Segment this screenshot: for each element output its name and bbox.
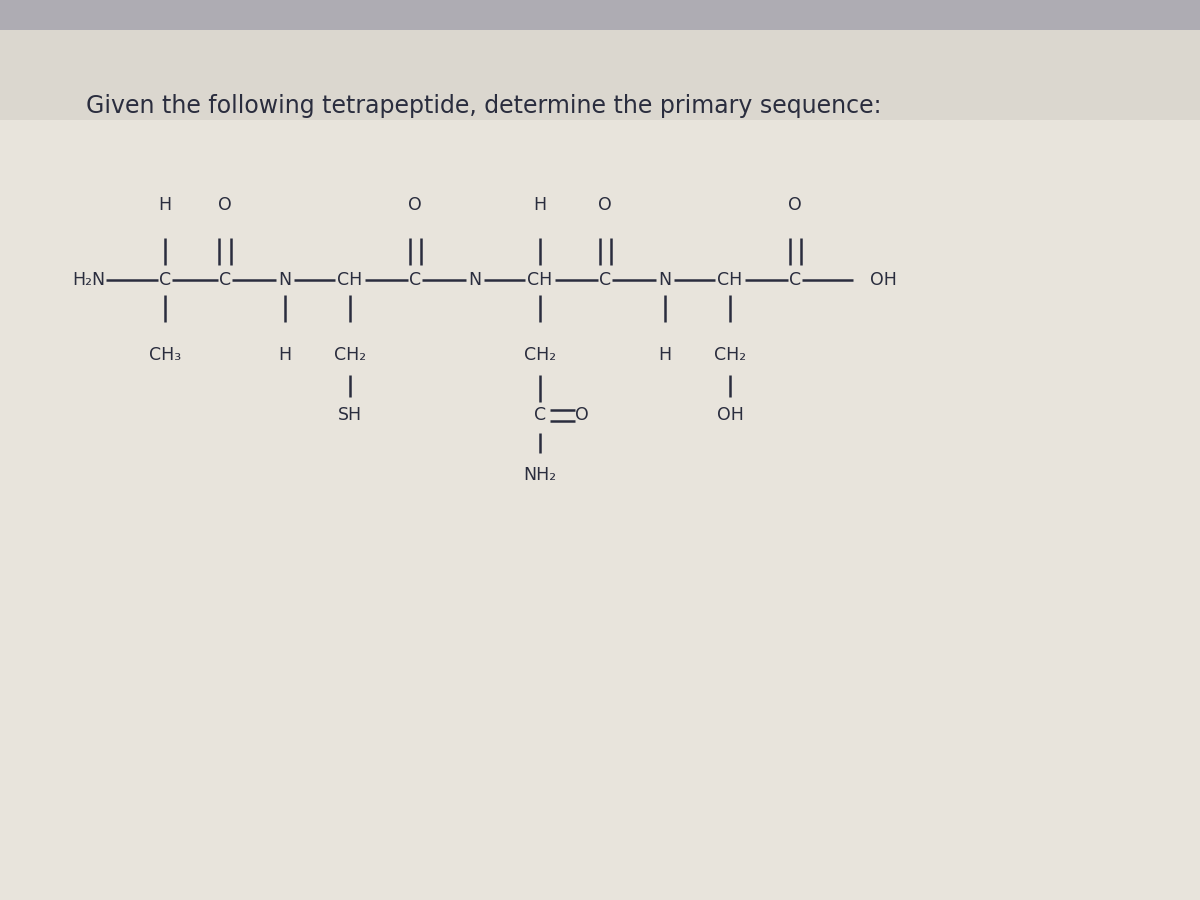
- Text: C: C: [158, 271, 172, 289]
- Text: N: N: [468, 271, 481, 289]
- Text: CH: CH: [718, 271, 743, 289]
- Text: O: O: [218, 196, 232, 214]
- Text: CH₂: CH₂: [334, 346, 366, 364]
- Text: Given the following tetrapeptide, determine the primary sequence:: Given the following tetrapeptide, determ…: [86, 94, 882, 119]
- Text: C: C: [409, 271, 421, 289]
- Text: SH: SH: [338, 406, 362, 424]
- Text: C: C: [534, 406, 546, 424]
- Text: H: H: [534, 196, 546, 214]
- Text: C: C: [599, 271, 611, 289]
- Text: OH: OH: [716, 406, 744, 424]
- Text: N: N: [278, 271, 292, 289]
- Text: C: C: [218, 271, 232, 289]
- Text: H: H: [278, 346, 292, 364]
- Text: CH₃: CH₃: [149, 346, 181, 364]
- Text: CH₂: CH₂: [714, 346, 746, 364]
- Text: O: O: [408, 196, 422, 214]
- Text: CH₂: CH₂: [524, 346, 556, 364]
- Bar: [0, 0, 1200, 30]
- Text: O: O: [598, 196, 612, 214]
- Text: CH: CH: [527, 271, 553, 289]
- Text: C: C: [788, 271, 802, 289]
- Text: OH: OH: [870, 271, 896, 289]
- Text: H: H: [158, 196, 172, 214]
- Text: H: H: [659, 346, 672, 364]
- Text: N: N: [659, 271, 672, 289]
- Text: CH: CH: [337, 271, 362, 289]
- Text: O: O: [575, 406, 589, 424]
- Bar: [0, 30, 1200, 120]
- Text: H₂N: H₂N: [72, 271, 106, 289]
- Text: O: O: [788, 196, 802, 214]
- Text: NH₂: NH₂: [523, 466, 557, 484]
